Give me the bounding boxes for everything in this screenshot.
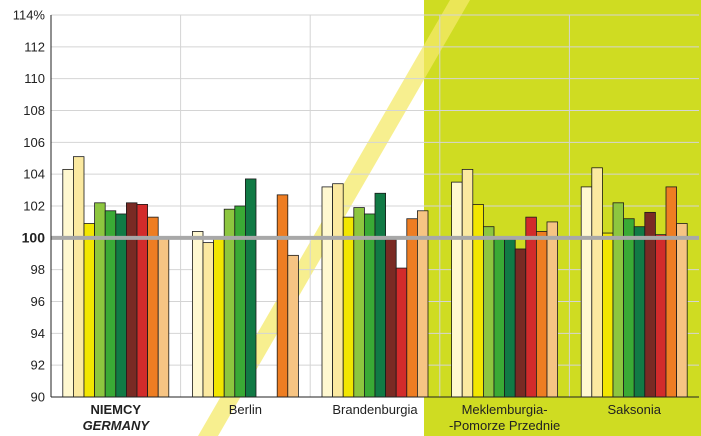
bar: [655, 234, 667, 398]
category-label: Brandenburgia: [332, 402, 418, 417]
y-tick-label: 96: [31, 294, 45, 309]
bar: [147, 216, 159, 398]
bar: [665, 186, 678, 398]
category-label: -Pomorze Przednie: [449, 418, 560, 433]
y-tick-label: 110: [24, 71, 45, 86]
y-tick-label: 112: [24, 39, 45, 54]
category-label: Meklemburgia-: [462, 402, 548, 417]
y-tick-label: 104: [23, 167, 45, 182]
y-tick-label: 92: [31, 358, 45, 373]
bar: [514, 248, 527, 398]
bar: [591, 167, 603, 398]
y-tick-label: 98: [31, 262, 45, 277]
category-label: GERMANY: [83, 418, 151, 433]
y-tick-label: 90: [31, 390, 45, 405]
bar: [451, 181, 463, 398]
y-tick-label: 114%: [13, 8, 46, 23]
bar: [633, 226, 646, 398]
bar: [342, 216, 355, 398]
bar: [536, 231, 548, 398]
bar: [482, 226, 495, 398]
category-label: Saksonia: [607, 402, 661, 417]
y-tick-label: 102: [23, 199, 45, 214]
y-tick-label: 108: [23, 103, 45, 118]
bar: [244, 178, 257, 398]
bar: [287, 254, 299, 398]
bar: [234, 205, 246, 398]
bar: [546, 221, 559, 398]
bar: [525, 216, 537, 398]
bar: [395, 267, 408, 398]
bar: [580, 186, 593, 398]
category-label: NIEMCY: [91, 402, 142, 417]
bar: [504, 239, 516, 398]
bar: [191, 231, 204, 398]
bar: [73, 156, 85, 398]
bar: [644, 211, 656, 398]
bar: [276, 194, 289, 398]
bar: [321, 186, 334, 398]
chart-axes: [50, 15, 699, 398]
bar: [363, 213, 376, 398]
bar: [612, 202, 625, 398]
bar: [461, 168, 474, 398]
bar: [126, 202, 138, 398]
bar: [202, 242, 215, 398]
bar: [493, 239, 506, 398]
bar: [332, 183, 344, 398]
bar: [472, 204, 484, 398]
bar: [115, 213, 127, 398]
y-tick-label: 94: [31, 326, 45, 341]
bar: [406, 218, 418, 398]
y-tick-label: 106: [23, 135, 45, 150]
bar: [157, 237, 170, 398]
bar: [602, 232, 614, 398]
bar: [623, 218, 635, 398]
chart-bars: [62, 156, 688, 398]
bar: [62, 168, 74, 398]
bar: [374, 192, 387, 398]
category-label: Berlin: [229, 402, 262, 417]
bar: [83, 223, 96, 398]
bar: [213, 237, 225, 398]
chart-labels: 90 92 94 96 98 100 102 104 106 108 110 112 114% NIEMC…: [13, 8, 662, 434]
bar: [385, 239, 397, 398]
y-tick-label: 100: [22, 229, 46, 245]
bar: [94, 202, 106, 398]
bar: [676, 223, 688, 398]
bar: [136, 204, 149, 398]
